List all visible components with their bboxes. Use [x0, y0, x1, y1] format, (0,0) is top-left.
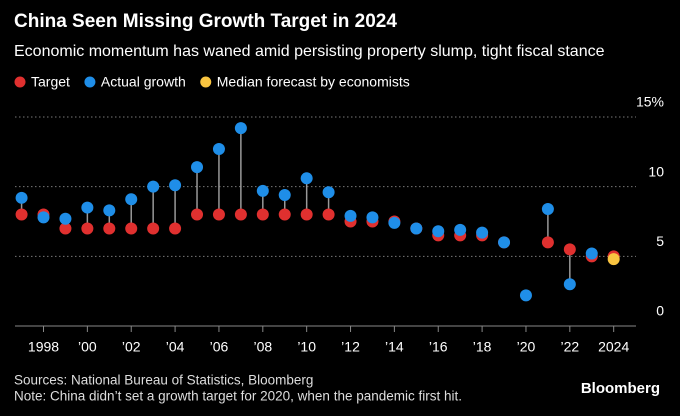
dot [322, 208, 335, 221]
x-tick-label: ’00 [78, 339, 97, 355]
x-tick-label: ’12 [341, 339, 360, 355]
dot [125, 222, 138, 235]
dot [81, 201, 94, 214]
legend-label: Actual growth [101, 74, 186, 90]
dot [278, 189, 291, 202]
brand: Bloomberg [581, 380, 660, 397]
dot [103, 204, 116, 217]
y-tick-label: 10 [648, 163, 664, 179]
dot [300, 208, 313, 221]
dot [476, 226, 489, 239]
dot [563, 243, 576, 256]
dot [191, 208, 204, 221]
legend-marker [200, 76, 212, 88]
dot [15, 191, 28, 204]
note: Note: China didn’t set a growth target f… [14, 389, 462, 404]
dot [278, 208, 291, 221]
dot [191, 161, 204, 174]
dot [563, 278, 576, 291]
dot [541, 236, 554, 249]
dot [81, 222, 94, 235]
dot [234, 122, 247, 135]
x-tick-label: ’14 [385, 339, 404, 355]
dot [212, 143, 225, 156]
dot [103, 222, 116, 235]
dot [498, 236, 511, 249]
x-tick-label: ’08 [253, 339, 272, 355]
x-tick-label: ’16 [429, 339, 448, 355]
dot [454, 223, 467, 236]
dot [147, 180, 160, 193]
dot [256, 208, 269, 221]
dot [59, 212, 72, 225]
dot [585, 247, 598, 260]
x-tick-label: ’06 [210, 339, 229, 355]
dot [366, 211, 379, 224]
dot [519, 289, 532, 302]
dot [256, 184, 269, 197]
dot [169, 179, 182, 192]
dot [322, 186, 335, 199]
dot [607, 253, 620, 266]
dot [410, 222, 423, 235]
dot [37, 211, 50, 224]
legend-marker [14, 76, 26, 88]
x-tick-label: ’04 [166, 339, 185, 355]
dot [541, 202, 554, 215]
source: Sources: National Bureau of Statistics, … [14, 373, 313, 388]
x-tick-label: ’22 [560, 339, 579, 355]
dot [300, 172, 313, 185]
y-tick-label: 0 [656, 303, 664, 319]
chart-title: China Seen Missing Growth Target in 2024 [14, 11, 397, 32]
dot [344, 209, 357, 222]
x-tick-label: 2024 [598, 339, 629, 355]
legend-marker [84, 76, 96, 88]
y-tick-label: 15% [636, 94, 664, 110]
dot [59, 222, 72, 235]
dot [125, 193, 138, 206]
x-tick-label: ’18 [473, 339, 492, 355]
x-tick-label: ’10 [297, 339, 316, 355]
x-tick-label: ’02 [122, 339, 141, 355]
legend-label: Median forecast by economists [217, 74, 410, 90]
dot [388, 216, 401, 229]
x-tick-label: ’20 [517, 339, 536, 355]
dot [169, 222, 182, 235]
legend-label: Target [31, 74, 70, 90]
chart-subtitle: Economic momentum has waned amid persist… [14, 43, 605, 60]
dot [212, 208, 225, 221]
y-tick-label: 5 [656, 233, 664, 249]
x-tick-label: 1998 [28, 339, 59, 355]
dot [147, 222, 160, 235]
dot [234, 208, 247, 221]
dot [432, 225, 445, 238]
dot [15, 208, 28, 221]
